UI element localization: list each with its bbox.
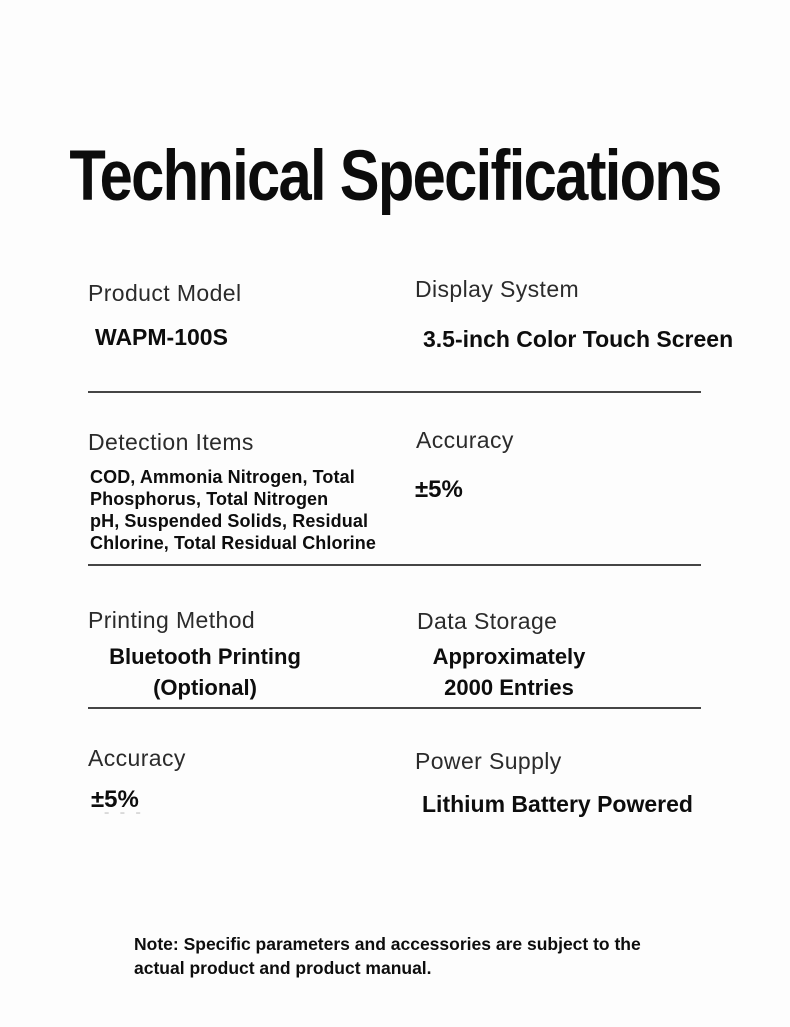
spec-label-display-system: Display System bbox=[415, 276, 580, 302]
spec-value-detection-items: COD, Ammonia Nitrogen, Total Phosphorus,… bbox=[90, 467, 376, 553]
divider bbox=[88, 564, 701, 566]
footer-note: Note: Specific parameters and accessorie… bbox=[134, 934, 641, 978]
spec-label-product-model: Product Model bbox=[88, 280, 242, 306]
divider bbox=[88, 707, 701, 709]
spec-label-power-supply: Power Supply bbox=[415, 748, 562, 774]
spec-value-display-system: 3.5-inch Color Touch Screen bbox=[423, 326, 734, 352]
spec-value-accuracy-2: ±5% bbox=[91, 786, 139, 813]
spec-value-power-supply: Lithium Battery Powered bbox=[422, 791, 693, 817]
spec-label-accuracy-2: Accuracy bbox=[88, 745, 186, 771]
spec-label-printing-method: Printing Method bbox=[88, 607, 256, 633]
divider bbox=[88, 391, 701, 393]
page-title: Technical Specifications bbox=[69, 136, 722, 216]
spec-value-product-model: WAPM-100S bbox=[95, 324, 228, 350]
spec-value-accuracy-1: ±5% bbox=[415, 476, 463, 503]
spec-value-printing-method: Bluetooth Printing (Optional) bbox=[109, 644, 301, 700]
spec-label-accuracy-1: Accuracy bbox=[416, 427, 514, 453]
spec-label-data-storage: Data Storage bbox=[417, 608, 558, 634]
spec-value-data-storage: Approximately 2000 Entries bbox=[432, 644, 586, 700]
faded-print-artifact: - - - bbox=[104, 804, 144, 821]
spec-label-detection-items: Detection Items bbox=[88, 429, 254, 455]
